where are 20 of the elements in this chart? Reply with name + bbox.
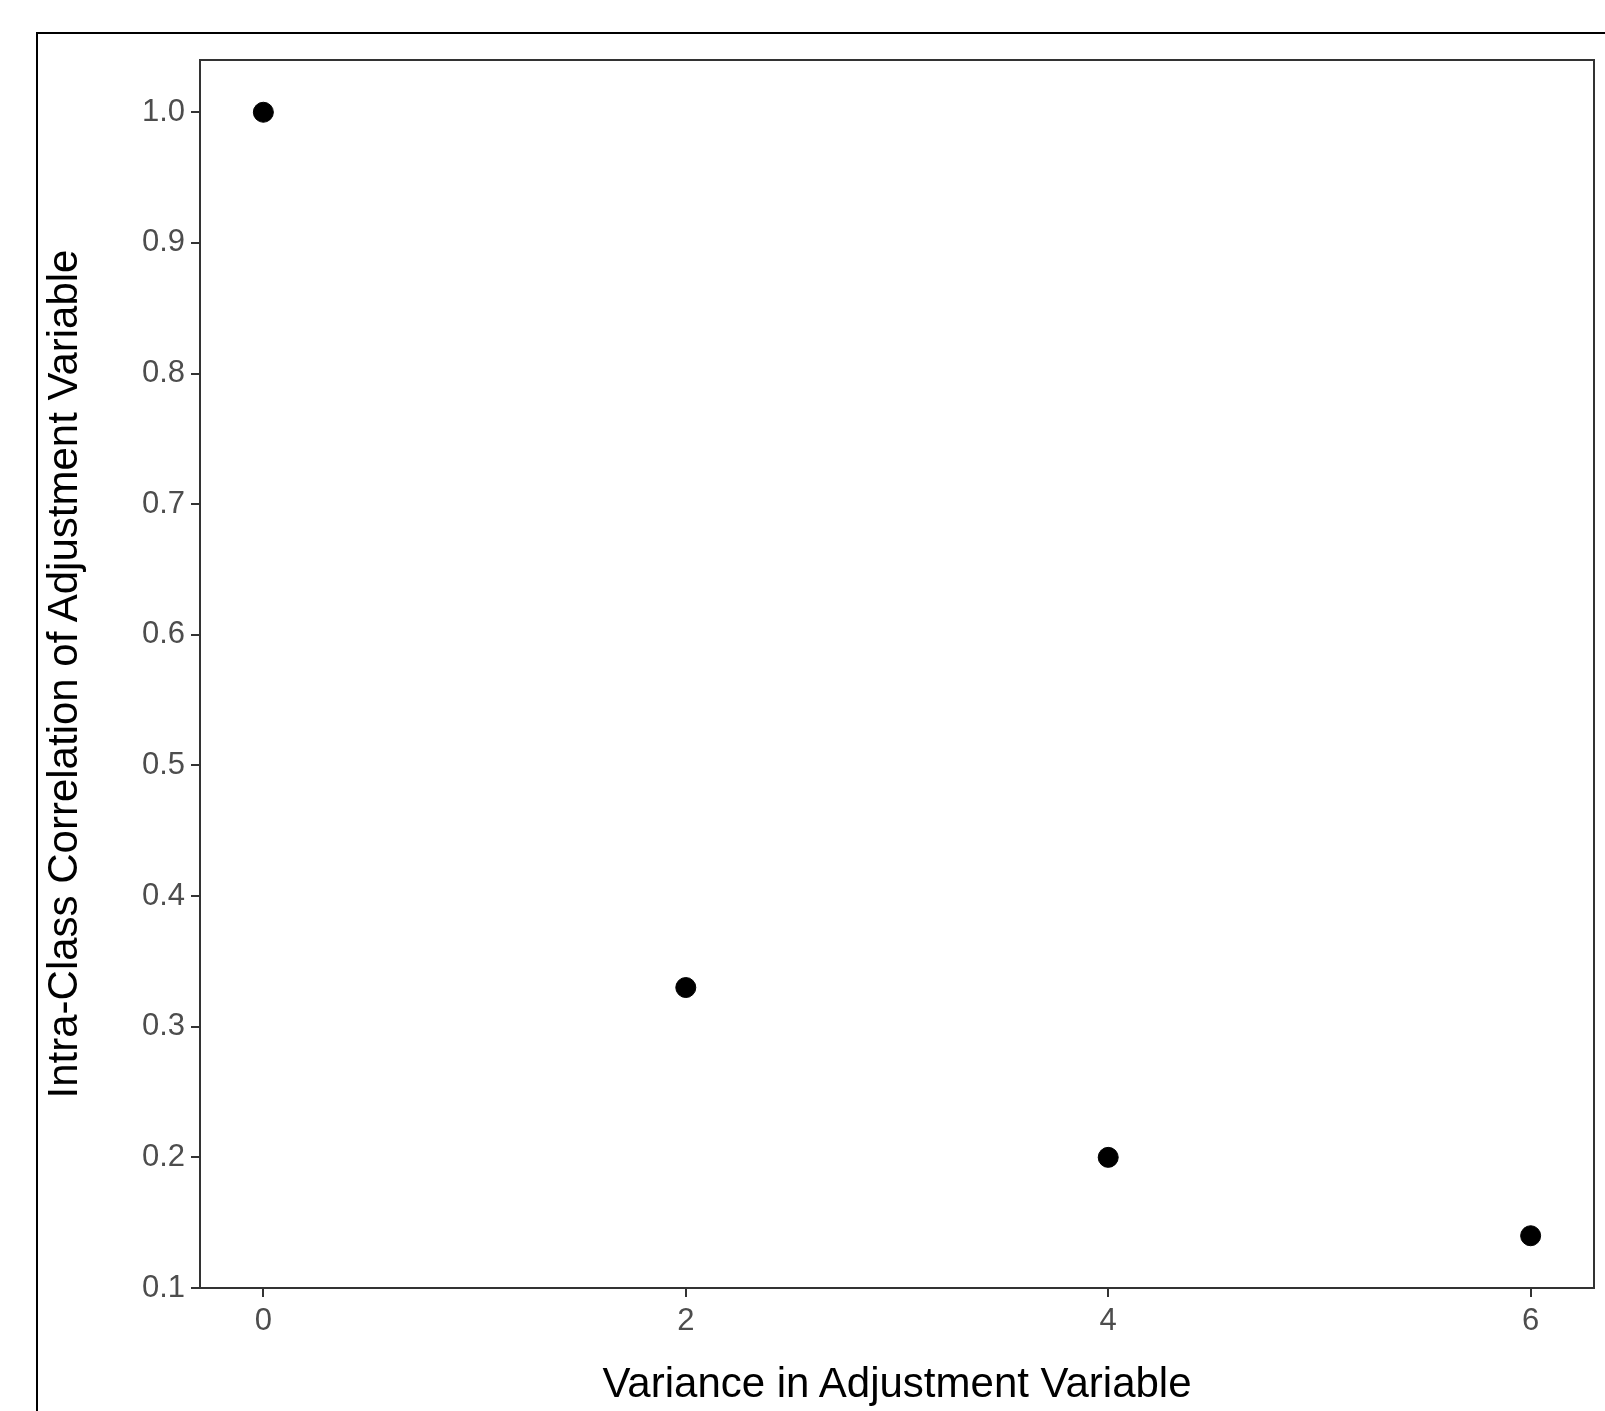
y-tick-label: 0.8: [141, 354, 185, 390]
x-tick-label: 0: [254, 1302, 272, 1338]
y-tick-label: 0.5: [141, 745, 185, 781]
x-axis-title: Variance in Adjustment Variable: [602, 1359, 1192, 1407]
x-tick-label: 4: [1099, 1302, 1117, 1338]
x-tick-label: 6: [1522, 1302, 1540, 1338]
y-tick-label: 0.6: [141, 615, 185, 651]
y-tick-label: 0.4: [141, 876, 185, 912]
y-tick-label: 0.3: [141, 1007, 185, 1043]
point: [252, 101, 274, 123]
point: [1097, 1146, 1119, 1168]
y-tick-label: 0.9: [141, 223, 185, 259]
y-tick-label: 1.0: [141, 92, 185, 128]
y-tick-label: 0.7: [141, 484, 185, 520]
x-tick-label: 2: [677, 1302, 695, 1338]
y-tick-label: 0.2: [141, 1137, 185, 1173]
point: [675, 977, 697, 999]
y-axis-title: Intra-Class Correlation of Adjustment Variable: [38, 249, 86, 1099]
point: [1520, 1225, 1542, 1247]
y-tick-label: 0.1: [141, 1268, 185, 1304]
